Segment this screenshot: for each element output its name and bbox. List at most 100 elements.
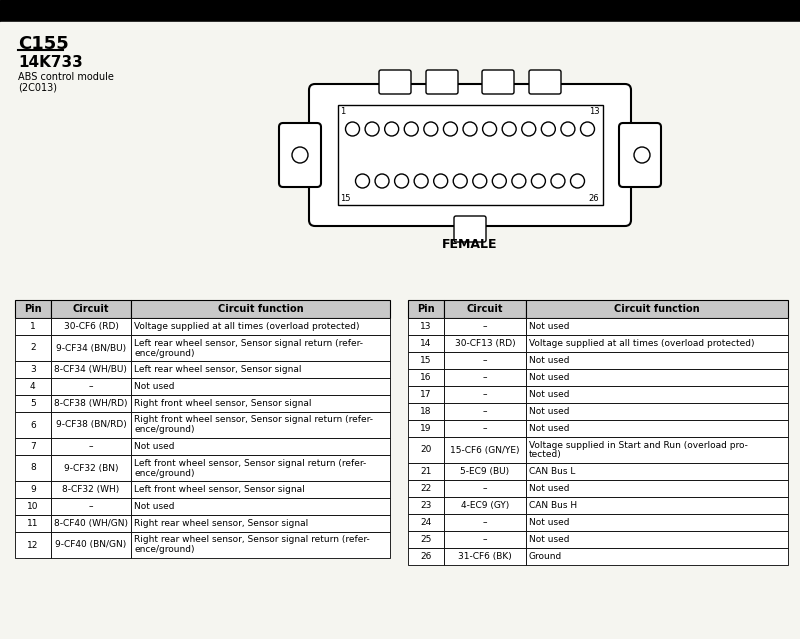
Text: 8-CF34 (WH/BU): 8-CF34 (WH/BU) [54,365,127,374]
Text: 25: 25 [420,535,432,544]
Bar [444,352,526,369]
Text: –: – [89,442,93,451]
Text: 26: 26 [420,552,432,561]
Bar [408,497,444,514]
Bar [15,481,50,498]
Circle shape [531,174,546,188]
Bar [526,548,788,565]
Text: ence/ground): ence/ground) [134,426,194,435]
Text: –: – [482,424,487,433]
Text: 8-CF38 (WH/RD): 8-CF38 (WH/RD) [54,399,128,408]
Text: Not used: Not used [529,484,570,493]
Circle shape [551,174,565,188]
Text: 9: 9 [30,485,36,494]
Bar [50,532,131,558]
FancyBboxPatch shape [529,70,561,94]
Bar [131,318,390,335]
Text: –: – [482,518,487,527]
Bar [444,420,526,437]
Bar [15,498,50,515]
Text: Voltage supplied at all times (overload protected): Voltage supplied at all times (overload … [529,339,754,348]
Bar [526,403,788,420]
Circle shape [463,122,477,136]
Text: ence/ground): ence/ground) [134,468,194,477]
Text: Not used: Not used [529,390,570,399]
Text: 5-EC9 (BU): 5-EC9 (BU) [460,467,510,476]
Text: ence/ground): ence/ground) [134,348,194,357]
FancyBboxPatch shape [454,216,486,242]
Bar [408,300,444,318]
FancyBboxPatch shape [426,70,458,94]
Text: 14: 14 [420,339,432,348]
Bar [444,480,526,497]
Bar [408,420,444,437]
Text: 31-CF6 (BK): 31-CF6 (BK) [458,552,512,561]
Text: 18: 18 [420,407,432,416]
Text: Voltage supplied at all times (overload protected): Voltage supplied at all times (overload … [134,322,360,331]
Text: 15: 15 [420,356,432,365]
Text: –: – [482,322,487,331]
Bar [444,403,526,420]
Bar [131,335,390,361]
Text: –: – [482,535,487,544]
Text: 13: 13 [589,107,599,116]
Text: 4-EC9 (GY): 4-EC9 (GY) [461,501,509,510]
Bar [131,378,390,395]
Bar [408,548,444,565]
Bar [444,369,526,386]
Circle shape [375,174,389,188]
Bar [526,335,788,352]
Bar [50,412,131,438]
Text: Pin: Pin [24,304,42,314]
Bar [526,480,788,497]
Text: 9-CF32 (BN): 9-CF32 (BN) [64,463,118,472]
Bar [131,498,390,515]
Bar [408,514,444,531]
Text: Right rear wheel sensor, Sensor signal: Right rear wheel sensor, Sensor signal [134,519,309,528]
Bar [50,361,131,378]
Bar [526,497,788,514]
Text: 6: 6 [30,420,36,429]
Bar [15,455,50,481]
Bar [338,105,602,205]
Text: 8-CF32 (WH): 8-CF32 (WH) [62,485,119,494]
Text: Pin: Pin [418,304,435,314]
Text: 5: 5 [30,399,36,408]
Text: 12: 12 [27,541,38,550]
Bar [408,318,444,335]
Bar [50,515,131,532]
Circle shape [522,122,536,136]
Bar [408,463,444,480]
Bar [131,481,390,498]
Text: –: – [89,502,93,511]
Text: –: – [89,382,93,391]
Text: 4: 4 [30,382,36,391]
Bar [408,403,444,420]
Text: Not used: Not used [134,382,174,391]
Bar [131,515,390,532]
FancyBboxPatch shape [379,70,411,94]
Text: 23: 23 [420,501,432,510]
Text: tected): tected) [529,450,562,459]
Bar [444,497,526,514]
Text: 10: 10 [27,502,38,511]
Text: Right front wheel sensor, Sensor signal return (refer-: Right front wheel sensor, Sensor signal … [134,415,374,424]
Text: Circuit: Circuit [73,304,109,314]
Bar [444,548,526,565]
Text: Not used: Not used [529,407,570,416]
Text: Not used: Not used [529,518,570,527]
FancyBboxPatch shape [482,70,514,94]
Circle shape [492,174,506,188]
Bar [444,531,526,548]
Bar [15,318,50,335]
Bar [408,386,444,403]
Bar [15,395,50,412]
Bar [15,532,50,558]
Text: Not used: Not used [529,373,570,382]
Text: 22: 22 [421,484,432,493]
Text: CAN Bus H: CAN Bus H [529,501,577,510]
Bar [15,300,50,318]
Text: CAN Bus L: CAN Bus L [529,467,575,476]
Text: ABS control module: ABS control module [18,72,114,82]
Text: Not used: Not used [134,502,174,511]
